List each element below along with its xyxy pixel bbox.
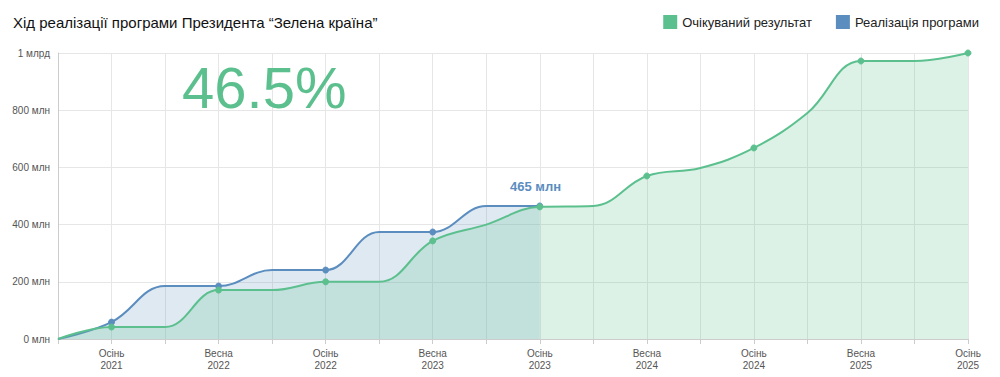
svg-text:46.5%: 46.5%	[182, 55, 346, 120]
svg-text:2025: 2025	[850, 360, 873, 371]
svg-text:Весна: Весна	[419, 348, 448, 359]
svg-text:800 млн: 800 млн	[12, 105, 50, 116]
svg-text:2022: 2022	[207, 360, 230, 371]
svg-text:Осінь: Осінь	[955, 348, 981, 359]
svg-text:Весна: Весна	[847, 348, 876, 359]
svg-text:0 млн: 0 млн	[23, 334, 50, 345]
svg-text:2025: 2025	[957, 360, 980, 371]
svg-text:465 млн: 465 млн	[510, 179, 561, 194]
svg-text:Очікуваний результат: Очікуваний результат	[682, 15, 812, 30]
svg-text:Весна: Весна	[204, 348, 233, 359]
svg-text:2021: 2021	[100, 360, 123, 371]
svg-text:2023: 2023	[422, 360, 445, 371]
svg-text:2024: 2024	[636, 360, 659, 371]
svg-text:2023: 2023	[529, 360, 552, 371]
svg-text:2024: 2024	[743, 360, 766, 371]
svg-text:Весна: Весна	[633, 348, 662, 359]
svg-text:Осінь: Осінь	[741, 348, 767, 359]
svg-text:Осінь: Осінь	[527, 348, 553, 359]
svg-text:2022: 2022	[315, 360, 338, 371]
svg-text:400 млн: 400 млн	[12, 219, 50, 230]
svg-text:Осінь: Осінь	[313, 348, 339, 359]
svg-text:Хід реалізації програми Презид: Хід реалізації програми Президента “Зеле…	[13, 14, 377, 31]
svg-text:600 млн: 600 млн	[12, 162, 50, 173]
svg-text:200 млн: 200 млн	[12, 276, 50, 287]
svg-text:Осінь: Осінь	[99, 348, 125, 359]
svg-text:1 млрд: 1 млрд	[18, 48, 50, 59]
svg-text:Реалізація програми: Реалізація програми	[855, 15, 979, 30]
